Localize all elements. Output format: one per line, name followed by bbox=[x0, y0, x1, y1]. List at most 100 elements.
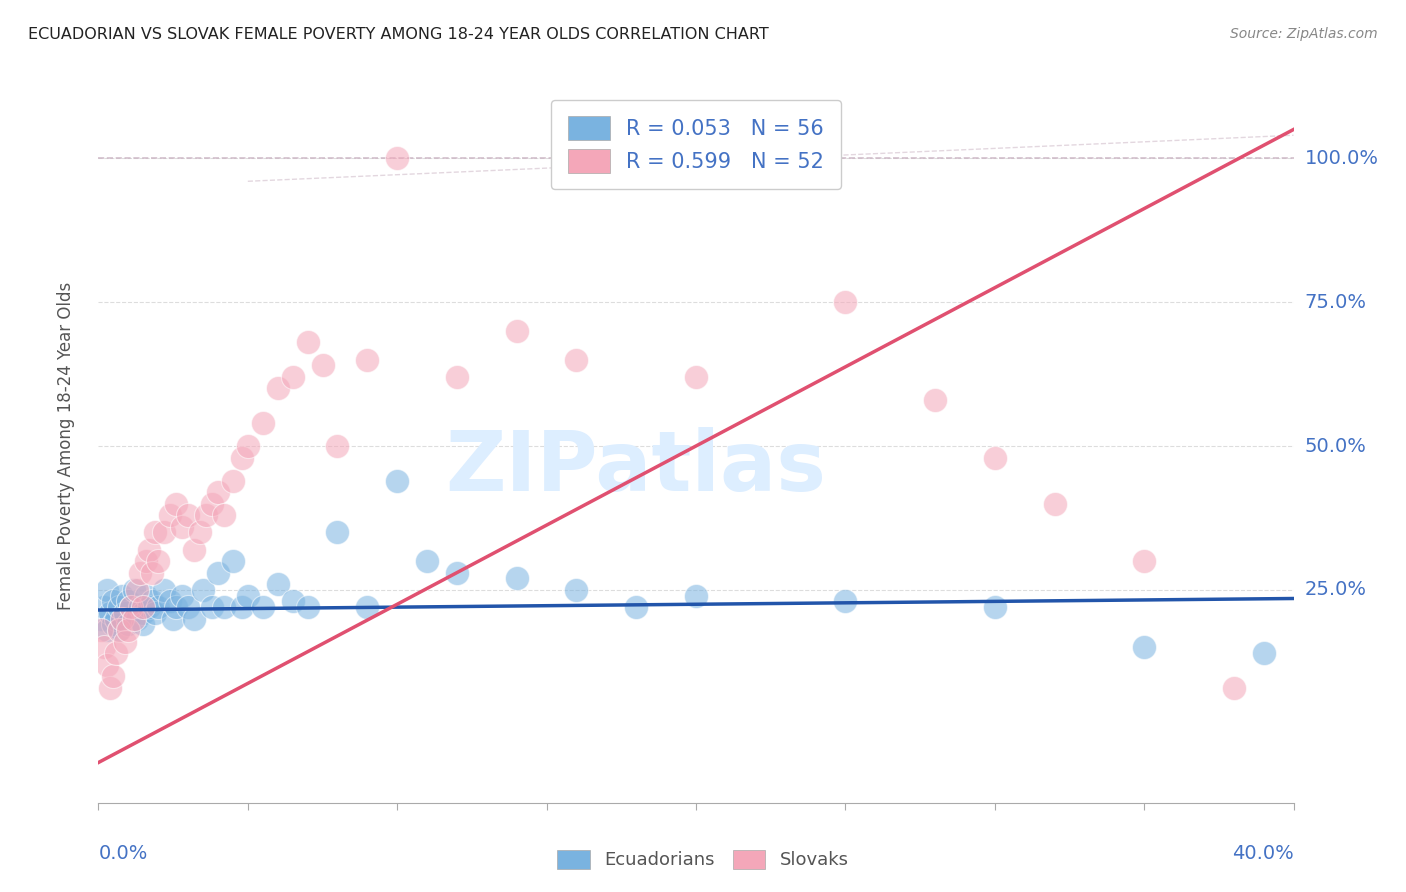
Point bbox=[207, 566, 229, 580]
Point bbox=[191, 582, 214, 597]
Point bbox=[1133, 554, 1156, 568]
Point bbox=[165, 600, 187, 615]
Point bbox=[281, 370, 304, 384]
Point bbox=[93, 600, 115, 615]
Point bbox=[143, 606, 166, 620]
Point bbox=[135, 554, 157, 568]
Point bbox=[1223, 681, 1246, 695]
Point bbox=[141, 566, 163, 580]
Point bbox=[143, 525, 166, 540]
Point bbox=[297, 335, 319, 350]
Point bbox=[141, 594, 163, 608]
Point bbox=[135, 589, 157, 603]
Point bbox=[172, 519, 194, 533]
Point bbox=[685, 589, 707, 603]
Point bbox=[111, 612, 134, 626]
Point bbox=[356, 352, 378, 367]
Point bbox=[129, 566, 152, 580]
Point bbox=[108, 623, 131, 637]
Point bbox=[924, 392, 946, 407]
Point bbox=[983, 450, 1005, 465]
Point bbox=[117, 617, 139, 632]
Point bbox=[127, 582, 149, 597]
Point bbox=[129, 600, 152, 615]
Point bbox=[120, 600, 142, 615]
Point bbox=[446, 370, 468, 384]
Point bbox=[222, 554, 245, 568]
Point bbox=[183, 612, 205, 626]
Point bbox=[103, 669, 125, 683]
Point bbox=[252, 416, 274, 430]
Point bbox=[565, 352, 588, 367]
Point bbox=[834, 594, 856, 608]
Point bbox=[183, 542, 205, 557]
Point bbox=[165, 497, 187, 511]
Point bbox=[153, 582, 176, 597]
Point bbox=[148, 554, 170, 568]
Point bbox=[297, 600, 319, 615]
Point bbox=[201, 600, 224, 615]
Point bbox=[117, 594, 139, 608]
Text: 75.0%: 75.0% bbox=[1305, 293, 1367, 311]
Text: 40.0%: 40.0% bbox=[1232, 845, 1294, 863]
Point bbox=[105, 646, 128, 660]
Point bbox=[177, 600, 200, 615]
Point bbox=[212, 600, 235, 615]
Point bbox=[506, 324, 529, 338]
Point bbox=[236, 589, 259, 603]
Point bbox=[356, 600, 378, 615]
Point bbox=[188, 525, 211, 540]
Point bbox=[148, 600, 170, 615]
Point bbox=[172, 589, 194, 603]
Legend: R = 0.053   N = 56, R = 0.599   N = 52: R = 0.053 N = 56, R = 0.599 N = 52 bbox=[551, 100, 841, 189]
Text: 25.0%: 25.0% bbox=[1305, 581, 1367, 599]
Point bbox=[98, 606, 122, 620]
Point bbox=[326, 439, 349, 453]
Point bbox=[311, 359, 333, 373]
Point bbox=[222, 474, 245, 488]
Point bbox=[96, 623, 118, 637]
Point bbox=[177, 508, 200, 522]
Point bbox=[138, 542, 160, 557]
Point bbox=[96, 582, 118, 597]
Point bbox=[281, 594, 304, 608]
Point bbox=[252, 600, 274, 615]
Point bbox=[1133, 640, 1156, 655]
Point bbox=[132, 600, 155, 615]
Point bbox=[117, 623, 139, 637]
Point bbox=[114, 606, 136, 620]
Point bbox=[111, 589, 134, 603]
Point bbox=[1043, 497, 1066, 511]
Point bbox=[506, 571, 529, 585]
Point bbox=[231, 600, 253, 615]
Text: 50.0%: 50.0% bbox=[1305, 436, 1367, 456]
Point bbox=[201, 497, 224, 511]
Point bbox=[98, 681, 122, 695]
Text: 100.0%: 100.0% bbox=[1305, 149, 1379, 168]
Point bbox=[685, 370, 707, 384]
Point bbox=[138, 600, 160, 615]
Point bbox=[207, 485, 229, 500]
Point bbox=[983, 600, 1005, 615]
Point bbox=[212, 508, 235, 522]
Text: ZIPatlas: ZIPatlas bbox=[446, 427, 827, 508]
Text: 0.0%: 0.0% bbox=[98, 845, 148, 863]
Point bbox=[236, 439, 259, 453]
Point bbox=[132, 606, 155, 620]
Point bbox=[385, 474, 409, 488]
Point bbox=[162, 612, 184, 626]
Point bbox=[446, 566, 468, 580]
Point bbox=[90, 612, 112, 626]
Point bbox=[231, 450, 253, 465]
Point bbox=[108, 600, 131, 615]
Point bbox=[385, 151, 409, 165]
Point bbox=[103, 594, 125, 608]
Text: Source: ZipAtlas.com: Source: ZipAtlas.com bbox=[1230, 27, 1378, 41]
Point bbox=[624, 600, 647, 615]
Point bbox=[159, 594, 181, 608]
Point bbox=[416, 554, 439, 568]
Point bbox=[93, 640, 115, 655]
Point bbox=[326, 525, 349, 540]
Point bbox=[105, 612, 128, 626]
Point bbox=[834, 295, 856, 310]
